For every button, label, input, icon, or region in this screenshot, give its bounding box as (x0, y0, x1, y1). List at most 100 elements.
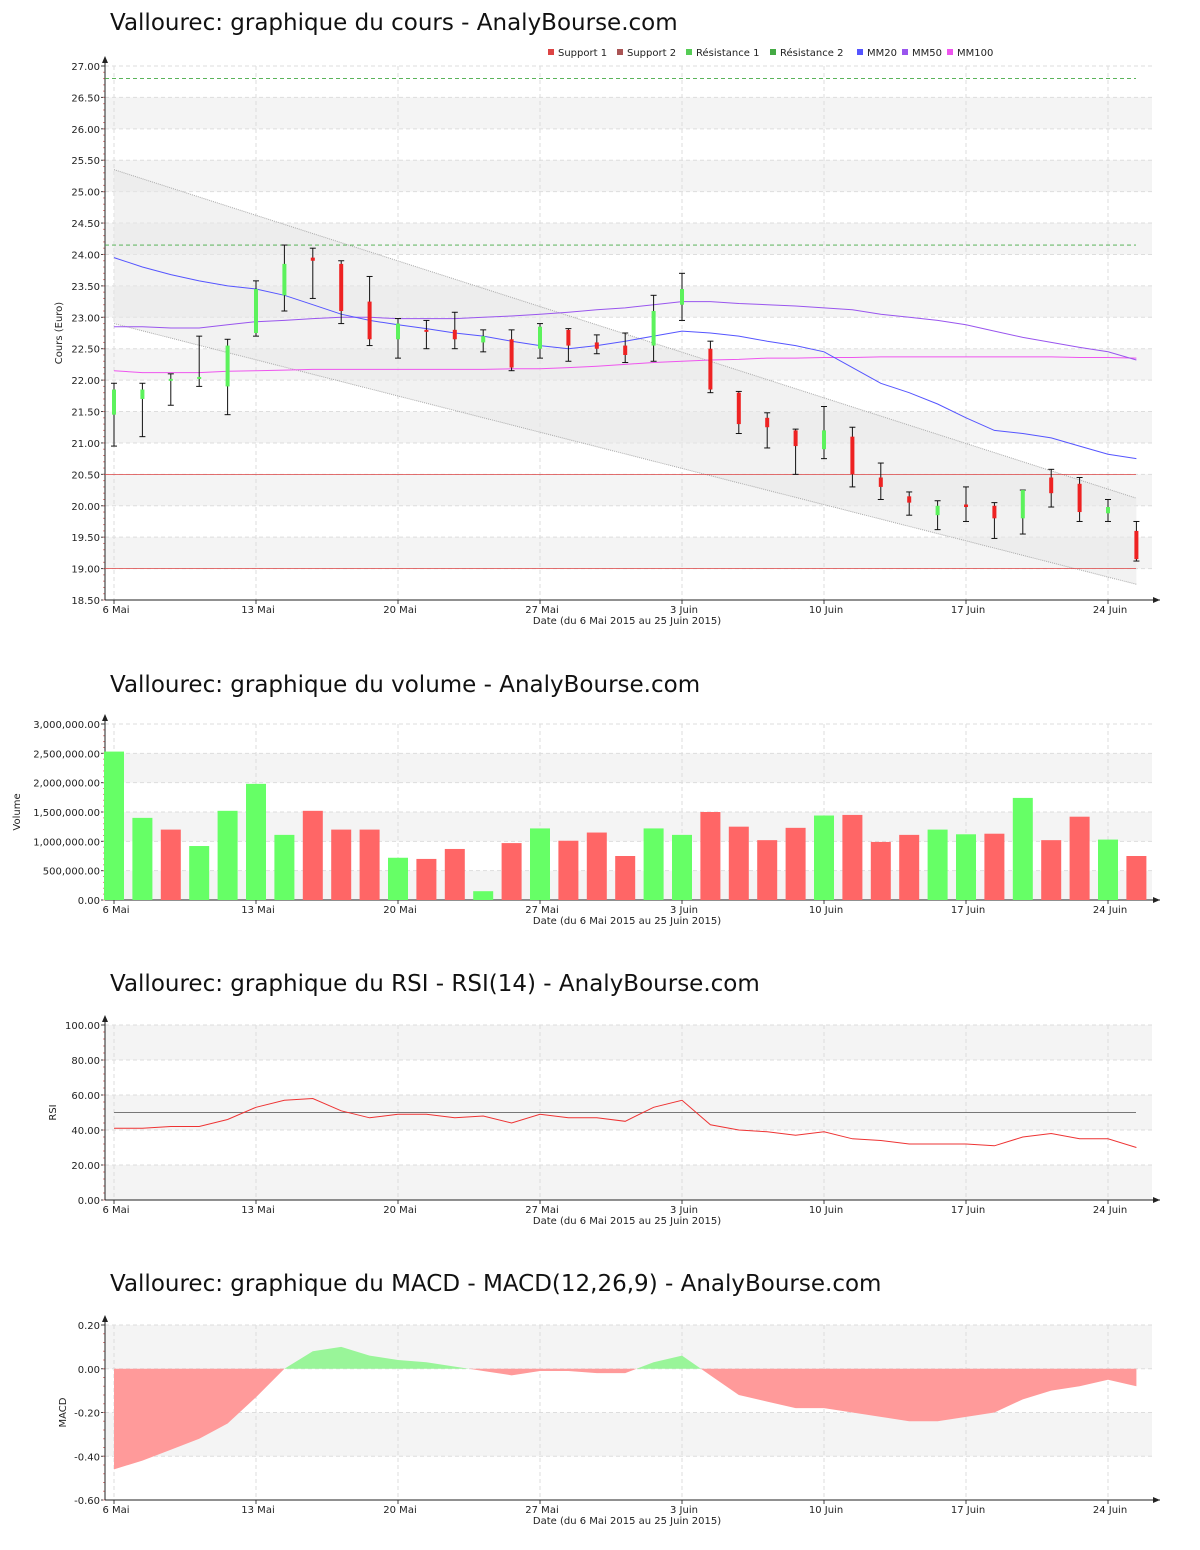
macd-positive-area (114, 1346, 1137, 1369)
macd-xtick-label: 10 Juin (809, 1505, 843, 1516)
volume-bar (189, 846, 210, 900)
candle-body (481, 336, 486, 343)
candle-body (964, 504, 968, 508)
volume-bar (1098, 839, 1118, 900)
candle (395, 318, 401, 359)
candle-body (1020, 490, 1025, 519)
price-ytick-label: 26.00 (71, 125, 100, 136)
volume-bar (246, 783, 266, 900)
volume-bar (444, 848, 465, 900)
price-ytick-label: 20.50 (71, 470, 100, 481)
volume-bar (274, 834, 295, 900)
candle-body (680, 289, 684, 305)
volume-xtick-label: 3 Juin (670, 905, 698, 916)
rsi-ytick-label: 20.00 (71, 1161, 100, 1172)
candle (650, 294, 657, 362)
candle (735, 390, 742, 435)
candle-body (850, 436, 855, 475)
candle (593, 334, 600, 355)
legend-label: Support 2 (627, 48, 676, 59)
volume-bar (359, 829, 380, 900)
rsi-chart-title: Vallourec: graphique du RSI - RSI(14) - … (110, 971, 760, 997)
rsi-xtick-label: 24 Juin (1093, 1205, 1127, 1216)
legend-swatch (947, 49, 953, 55)
price-xtick-label: 24 Juin (1093, 605, 1127, 616)
candle (849, 426, 856, 488)
volume-xtick-label: 27 Mai (525, 905, 558, 916)
candle (877, 462, 884, 500)
volume-ytick-label: 2,500,000.00 (33, 749, 100, 760)
candle (991, 502, 998, 539)
macd-xtick-label: 6 Mai (102, 1505, 129, 1516)
legend-label: MM20 (867, 48, 897, 59)
price-xtick-label: 27 Mai (525, 605, 558, 616)
volume-bar (1069, 816, 1090, 900)
volume-xtick-label: 24 Juin (1093, 905, 1127, 916)
candle (111, 382, 117, 447)
candle-body (992, 505, 997, 519)
price-chart-title: Vallourec: graphique du cours - AnalyBou… (110, 10, 678, 36)
rsi-line (114, 1097, 1137, 1148)
rsi-y-axis-title: RSI (48, 1104, 59, 1120)
macd-y-axis-title: MACD (58, 1397, 69, 1427)
price-ytick-label: 25.00 (71, 188, 100, 199)
price-panel: 18.50 19.00 19.50 20.00 20.50 21.00 21.50 22.00… (54, 47, 1160, 627)
legend-swatch (770, 49, 776, 55)
volume-bar (842, 814, 863, 900)
volume-bar (870, 841, 891, 900)
volume-bar (558, 840, 579, 900)
candle-body (254, 289, 258, 333)
candle-body (168, 378, 173, 381)
candle (224, 338, 231, 416)
price-ytick-label: 21.50 (71, 408, 100, 419)
candle-body (367, 301, 372, 340)
candle (1019, 489, 1026, 535)
price-ytick-label: 22.00 (71, 376, 100, 387)
rsi-panel: 0.00 20.00 40.00 60.00 80.00 100.00 6 Mai 13 Ma… (48, 1015, 1160, 1227)
volume-xtick-label: 13 Mai (241, 905, 274, 916)
price-xtick-label: 20 Mai (383, 605, 416, 616)
rsi-xtick-label: 20 Mai (383, 1205, 416, 1216)
rsi-x-axis-arrow (1153, 1197, 1160, 1203)
candle-body (310, 257, 315, 261)
rsi-ytick-label: 40.00 (71, 1126, 100, 1137)
candle (537, 323, 543, 359)
price-ytick-label: 20.00 (71, 502, 100, 513)
candle-body (140, 389, 145, 399)
candle-body (907, 496, 912, 503)
volume-bar (757, 840, 778, 900)
macd-xtick-label: 13 Mai (241, 1505, 274, 1516)
price-ytick-label: 19.50 (71, 533, 100, 544)
candle-body (935, 505, 940, 516)
price-ytick-label: 24.00 (71, 250, 100, 261)
volume-xtick-label: 20 Mai (383, 905, 416, 916)
rsi-ytick-label: 60.00 (71, 1091, 100, 1102)
volume-bar (927, 829, 948, 900)
candle-body (1134, 530, 1139, 560)
volume-bar (728, 826, 749, 900)
macd-y-axis-arrow (102, 1315, 108, 1322)
volume-ytick-label: 1,500,000.00 (33, 808, 100, 819)
candle-body (708, 348, 713, 390)
candle-body (736, 392, 741, 425)
candle (139, 382, 146, 438)
candle (366, 275, 373, 347)
volume-bar (1041, 840, 1062, 900)
volume-bar (814, 815, 834, 900)
rsi-grid-band (105, 1025, 1152, 1060)
macd-chart-title: Vallourec: graphique du MACD - MACD(12,2… (110, 1271, 882, 1297)
price-ytick-label: 26.50 (71, 93, 100, 104)
volume-ytick-label: 1,000,000.00 (33, 837, 100, 848)
candle (1105, 498, 1111, 522)
macd-xtick-label: 24 Juin (1093, 1505, 1127, 1516)
macd-ytick-label: 0.00 (78, 1365, 100, 1376)
price-y-axis-arrow (102, 56, 108, 63)
price-ytick-label: 27.00 (71, 62, 100, 73)
macd-xtick-label: 17 Juin (951, 1505, 985, 1516)
volume-bar (615, 856, 636, 900)
legend-label: MM50 (912, 48, 942, 59)
price-ytick-label: 21.00 (71, 439, 100, 450)
candle (508, 329, 515, 372)
legend-swatch (686, 49, 692, 55)
legend-swatch (548, 49, 554, 55)
